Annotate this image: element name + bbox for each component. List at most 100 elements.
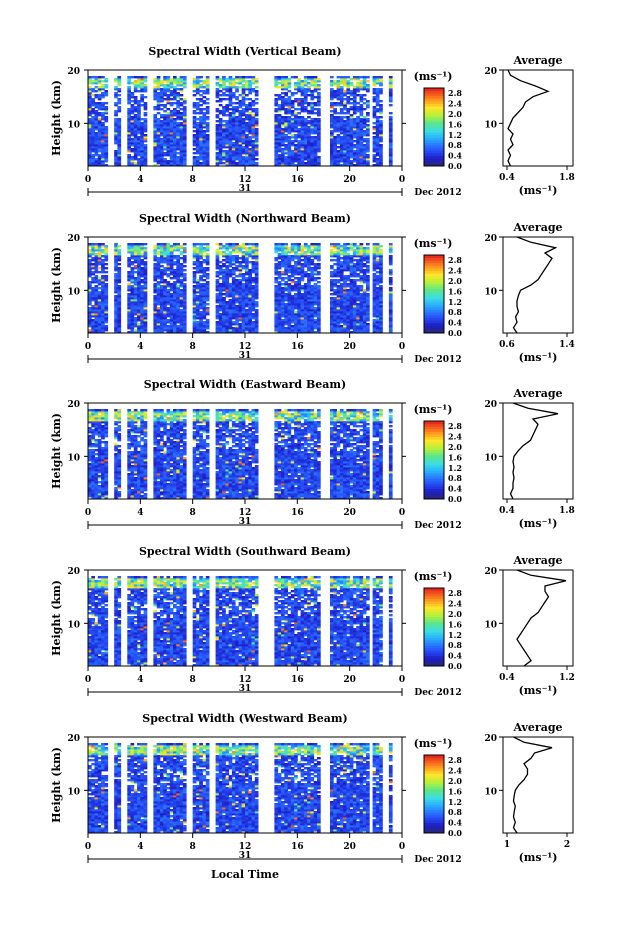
heatmap-cell bbox=[169, 295, 174, 298]
heatmap-cell bbox=[176, 92, 180, 95]
heatmap-cell bbox=[218, 289, 223, 292]
heatmap-cell bbox=[248, 295, 252, 298]
heatmap-cell bbox=[160, 114, 164, 117]
heatmap-cell bbox=[94, 269, 99, 272]
heatmap-cell bbox=[336, 126, 341, 129]
heatmap-cell bbox=[284, 76, 288, 79]
heatmap-cell bbox=[156, 106, 161, 109]
heatmap-cell bbox=[143, 301, 148, 304]
heatmap-cell bbox=[140, 104, 144, 107]
heatmap-cell bbox=[101, 122, 105, 125]
heatmap-cell bbox=[352, 132, 357, 135]
heatmap-cell bbox=[379, 90, 383, 93]
heatmap-cell bbox=[192, 311, 197, 314]
heatmap-cell bbox=[101, 86, 105, 89]
heatmap-cell bbox=[238, 311, 243, 314]
heatmap-cell bbox=[251, 267, 256, 270]
heatmap-cell bbox=[388, 92, 393, 95]
heatmap-cell bbox=[235, 88, 239, 91]
heatmap-cell bbox=[176, 299, 180, 302]
heatmap-cell bbox=[388, 142, 393, 145]
heatmap-cell bbox=[153, 323, 158, 326]
heatmap-cell bbox=[199, 126, 203, 129]
heatmap-cell bbox=[228, 327, 233, 330]
heatmap-cell bbox=[205, 86, 210, 89]
heatmap-cell bbox=[307, 255, 311, 258]
heatmap-cell bbox=[91, 293, 95, 296]
heatmap-cell bbox=[235, 329, 239, 332]
heatmap-cell bbox=[349, 102, 354, 105]
heatmap-cell bbox=[104, 309, 109, 312]
heatmap-cell bbox=[160, 291, 164, 294]
heatmap-cell bbox=[182, 251, 187, 254]
heatmap-cell bbox=[169, 293, 174, 296]
heatmap-cell bbox=[182, 112, 187, 115]
heatmap-cell bbox=[222, 329, 226, 332]
heatmap-cell bbox=[176, 136, 180, 139]
heatmap-cell bbox=[166, 84, 171, 87]
heatmap-cell bbox=[245, 86, 249, 89]
heatmap-cell bbox=[215, 331, 220, 334]
heatmap-cell bbox=[281, 104, 285, 107]
heatmap-cell bbox=[215, 281, 220, 284]
heatmap-cell bbox=[91, 124, 95, 127]
heatmap-cell bbox=[248, 158, 252, 161]
heatmap-cell bbox=[375, 104, 380, 107]
heatmap-cell bbox=[137, 315, 141, 318]
heatmap-cell bbox=[195, 138, 200, 141]
heatmap-cell bbox=[140, 78, 144, 81]
heatmap-cell bbox=[166, 247, 171, 250]
heatmap-cell bbox=[330, 120, 334, 123]
heatmap-cell bbox=[192, 297, 197, 300]
heatmap-cell bbox=[97, 158, 102, 161]
heatmap-cell bbox=[307, 82, 311, 85]
average-y-tick-label: 10 bbox=[484, 120, 497, 130]
heatmap-cell bbox=[97, 88, 102, 91]
heatmap-cell bbox=[284, 281, 288, 284]
heatmap-cell bbox=[356, 88, 360, 91]
heatmap-cell bbox=[117, 140, 122, 143]
heatmap-cell bbox=[297, 152, 301, 155]
heatmap-cell bbox=[310, 158, 315, 161]
heatmap-cell bbox=[156, 269, 161, 272]
heatmap-cell bbox=[251, 114, 256, 117]
heatmap-cell bbox=[114, 257, 118, 260]
heatmap-cell bbox=[101, 142, 105, 145]
heatmap-cell bbox=[362, 150, 367, 153]
heatmap-cell bbox=[346, 138, 351, 141]
heatmap-cell bbox=[356, 116, 360, 119]
heatmap-cell bbox=[248, 255, 252, 258]
heatmap-cell bbox=[310, 243, 315, 246]
heatmap-cell bbox=[130, 291, 135, 294]
heatmap-cell bbox=[231, 277, 236, 280]
heatmap-cell bbox=[375, 140, 380, 143]
heatmap-cell bbox=[238, 158, 243, 161]
heatmap-cell bbox=[166, 297, 171, 300]
heatmap-cell bbox=[379, 156, 383, 159]
heatmap-cell bbox=[91, 116, 95, 119]
heatmap-cell bbox=[104, 110, 109, 113]
heatmap-cell bbox=[215, 158, 220, 161]
heatmap-cell bbox=[245, 84, 249, 87]
heatmap-cell bbox=[133, 277, 138, 280]
heatmap-cell bbox=[137, 299, 141, 302]
heatmap-cell bbox=[228, 319, 233, 322]
heatmap-cell bbox=[248, 132, 252, 135]
heatmap-cell bbox=[388, 150, 393, 153]
heatmap-cell bbox=[104, 253, 109, 256]
heatmap-cell bbox=[133, 84, 138, 87]
heatmap-cell bbox=[143, 114, 148, 117]
heatmap-cell bbox=[218, 297, 223, 300]
heatmap-cell bbox=[339, 98, 344, 101]
heatmap-cell bbox=[346, 152, 351, 155]
heatmap-cell bbox=[97, 271, 102, 274]
heatmap-cell bbox=[287, 283, 292, 286]
heatmap-cell bbox=[91, 331, 95, 334]
heatmap-cell bbox=[182, 100, 187, 103]
heatmap-cell bbox=[277, 110, 282, 113]
heatmap-cell bbox=[245, 313, 249, 316]
heatmap-cell bbox=[163, 329, 167, 332]
heatmap-cell bbox=[330, 104, 334, 107]
heatmap-cell bbox=[137, 313, 141, 316]
heatmap-cell bbox=[140, 88, 144, 91]
